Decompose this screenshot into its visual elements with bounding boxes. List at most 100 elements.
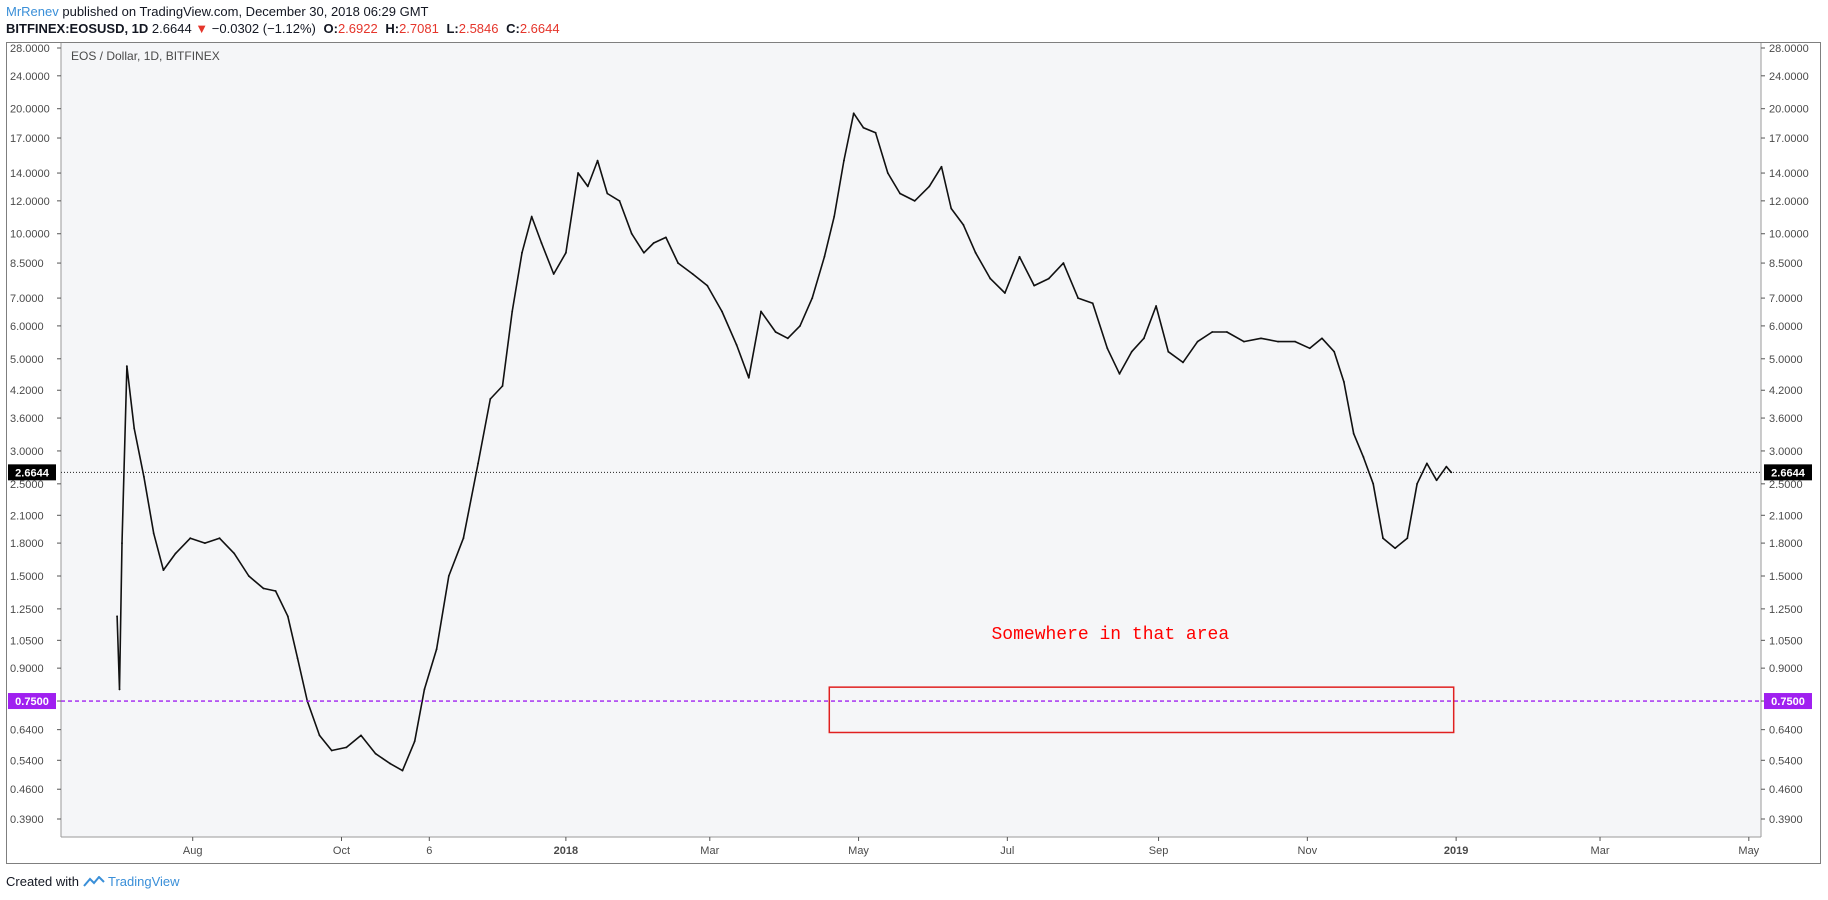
price-point bbox=[1167, 350, 1170, 353]
price-point bbox=[360, 734, 362, 737]
price-point bbox=[540, 242, 543, 244]
y-tick-label: 3.0000 bbox=[10, 446, 44, 458]
change-text: −0.0302 (−1.12%) bbox=[208, 21, 316, 36]
y-tick-label: 0.4600 bbox=[1769, 784, 1803, 796]
price-point bbox=[247, 575, 250, 577]
y-tick-label: 20.0000 bbox=[10, 104, 50, 116]
price-point bbox=[262, 587, 265, 590]
open-value: 2.6922 bbox=[337, 21, 378, 36]
price-point bbox=[133, 427, 136, 430]
series-layer bbox=[116, 112, 1453, 772]
y-tick-label: 28.0000 bbox=[10, 43, 50, 55]
price-point bbox=[530, 215, 533, 218]
y-tick-label: 0.9000 bbox=[10, 663, 44, 675]
tradingview-logo-icon bbox=[83, 876, 105, 887]
y-tick-label: 1.8000 bbox=[1769, 538, 1803, 550]
price-point bbox=[852, 112, 855, 115]
y-tick-label: 14.0000 bbox=[1769, 168, 1809, 180]
price-point bbox=[116, 615, 118, 618]
price-point bbox=[913, 199, 916, 202]
y-tick-label: 5.0000 bbox=[1769, 354, 1803, 366]
y-tick-label: 2.1000 bbox=[10, 510, 44, 522]
y-axis-right[interactable]: 28.0000 24.0000 20.0000 17.0000 14.0000 12.00… bbox=[1760, 43, 1809, 837]
price-point bbox=[1382, 537, 1384, 540]
price-point bbox=[606, 192, 609, 195]
price-point bbox=[1062, 262, 1065, 264]
price-point bbox=[1243, 340, 1245, 343]
price-point bbox=[1155, 305, 1158, 307]
y-tick-label: 4.2000 bbox=[10, 385, 44, 397]
y-tick-label: 2.5000 bbox=[10, 479, 44, 491]
price-point bbox=[401, 769, 404, 772]
high-value: 2.7081 bbox=[399, 21, 439, 36]
y-tick-label: 3.6000 bbox=[10, 413, 44, 425]
price-point bbox=[1077, 297, 1079, 299]
price-point bbox=[296, 657, 299, 660]
open-label: O: bbox=[323, 21, 338, 36]
tradingview-link[interactable]: TradingView bbox=[107, 874, 180, 889]
price-point bbox=[1425, 462, 1428, 465]
plot-background bbox=[61, 43, 1761, 837]
y-tick-label: 6.0000 bbox=[1769, 321, 1803, 333]
y-tick-label: 0.5400 bbox=[1769, 755, 1803, 767]
price-point bbox=[218, 537, 221, 540]
low-label: L: bbox=[446, 21, 459, 36]
price-point bbox=[721, 310, 723, 313]
price-point bbox=[330, 749, 333, 752]
y-tick-label: 1.2500 bbox=[1769, 604, 1803, 616]
x-axis[interactable]: Aug Oct 6 2018 Mar May Jul Sep Nov 2019 Mar May bbox=[61, 836, 1761, 857]
price-point bbox=[1130, 350, 1133, 353]
price-point bbox=[462, 537, 465, 540]
price-point bbox=[1343, 380, 1345, 383]
price-point bbox=[586, 185, 589, 188]
price-point bbox=[677, 262, 679, 264]
price-chart[interactable]: EOS / Dollar, 1D, BITFINEX 28.0000 24.000… bbox=[6, 42, 1821, 864]
price-point bbox=[374, 752, 377, 755]
chart-title: EOS / Dollar, 1D, BITFINEX bbox=[71, 49, 220, 63]
price-point bbox=[121, 542, 123, 544]
price-point bbox=[152, 532, 155, 535]
price-point bbox=[143, 475, 145, 478]
price-point bbox=[162, 569, 165, 571]
y-tick-label: 7.0000 bbox=[10, 293, 44, 305]
y-tick-label: 1.2500 bbox=[10, 604, 44, 616]
author-link[interactable]: MrRenev bbox=[6, 4, 59, 19]
price-point bbox=[747, 376, 750, 379]
price-point bbox=[1260, 337, 1262, 340]
price-point bbox=[1308, 347, 1311, 350]
publish-header: MrRenev published on TradingView.com, De… bbox=[6, 4, 429, 20]
last-price-tag-left bbox=[8, 464, 56, 481]
price-point bbox=[630, 232, 633, 235]
price-point bbox=[435, 648, 438, 651]
y-tick-label: 0.6400 bbox=[10, 725, 44, 737]
y-tick-label: 12.0000 bbox=[10, 196, 50, 208]
x-tick-label: Mar bbox=[1591, 845, 1610, 857]
y-tick-label: 0.6400 bbox=[1769, 725, 1803, 737]
last-price-tag-right-label: 2.6644 bbox=[1771, 467, 1806, 479]
y-tick-label: 0.3900 bbox=[10, 814, 44, 826]
symbol-info-line: BITFINEX:EOSUSD, 1D 2.6644 ▼ −0.0302 (−1… bbox=[6, 21, 560, 37]
price-point bbox=[447, 575, 450, 577]
price-point bbox=[962, 224, 965, 226]
y-tick-label: 28.0000 bbox=[1769, 43, 1809, 55]
price-point bbox=[1435, 479, 1438, 482]
price-point bbox=[799, 324, 801, 327]
price-point bbox=[843, 159, 845, 162]
last-price-text: 2.6644 bbox=[148, 21, 196, 36]
target-zone-box bbox=[828, 686, 1455, 734]
price-point bbox=[833, 215, 836, 218]
price-point bbox=[1277, 340, 1279, 343]
y-tick-label: 7.0000 bbox=[1769, 293, 1803, 305]
y-tick-label: 24.0000 bbox=[10, 71, 50, 83]
price-point bbox=[577, 172, 579, 174]
price-point bbox=[1321, 337, 1323, 340]
level-tag-left bbox=[8, 693, 56, 710]
price-point bbox=[1106, 347, 1109, 350]
y-axis-left[interactable]: 28.0000 24.0000 20.0000 17.0000 14.0000 12.00… bbox=[10, 43, 62, 837]
price-point bbox=[1182, 361, 1184, 364]
price-point bbox=[664, 236, 667, 239]
price-point bbox=[1333, 350, 1336, 353]
price-point bbox=[286, 615, 289, 618]
x-tick-label: 2018 bbox=[554, 845, 578, 857]
price-point bbox=[786, 337, 789, 340]
